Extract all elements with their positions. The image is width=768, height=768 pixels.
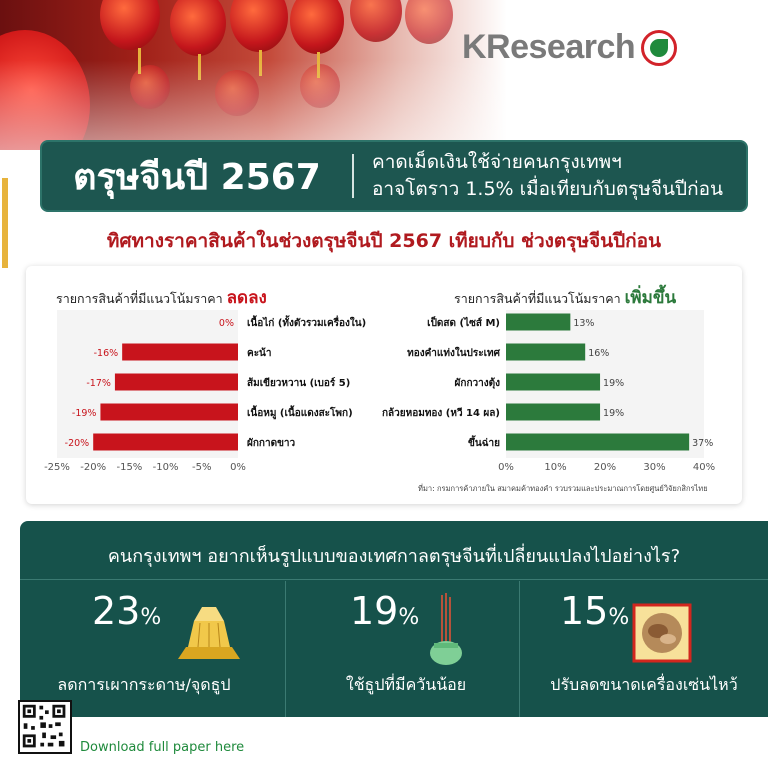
decrease-title-prefix: รายการสินค้าที่มีแนวโน้มราคา [56, 291, 223, 306]
stat-unit: % [608, 605, 630, 630]
category-label: เป็ดสด (ไซส์ M) [427, 315, 500, 329]
stat-number: 15 [560, 589, 609, 633]
bar [100, 403, 238, 421]
x-tick-label: 20% [594, 462, 616, 473]
offering-plate-icon [632, 603, 692, 663]
stat-number: 19 [350, 589, 399, 633]
subtitle-line-1: คาดเม็ดเงินใช้จ่ายคนกรุงเทพฯ [372, 151, 622, 173]
bar-value-label: -17% [86, 378, 111, 389]
x-tick-label: -15% [116, 462, 142, 473]
decrease-chart-title: รายการสินค้าที่มีแนวโน้มราคา ลดลง [56, 284, 267, 311]
category-label: ทองคำแท่งในประเทศ [407, 346, 501, 359]
stat-separator [285, 581, 286, 717]
bar [506, 373, 601, 391]
bar-value-label: 0% [219, 318, 234, 329]
stat-card: 15% ปรับลดขนาดเครื่องเซ่นไหว้ [520, 581, 768, 717]
bar-value-label: 19% [603, 378, 624, 389]
hero-image [0, 0, 768, 150]
bar [122, 343, 238, 361]
category-label: ส้มเขียวหวาน (เบอร์ 5) [247, 377, 350, 389]
stat-unit: % [398, 605, 420, 630]
category-label: เนื้อหมู (เนื้อแดงสะโพก) [247, 405, 353, 420]
lantern-tassel [2, 178, 8, 268]
x-tick-label: 10% [544, 462, 566, 473]
download-link[interactable]: Download full paper here [80, 740, 245, 755]
stat-value: 15% [560, 589, 629, 633]
subtitle-line-2: อาจโตราว 1.5% เมื่อเทียบกับตรุษจีนปีก่อน [372, 178, 724, 200]
logo-text: KResearch [462, 28, 636, 66]
bar [506, 403, 601, 421]
category-label: ผักกาดขาว [247, 437, 296, 449]
banner-subtitle: คาดเม็ดเงินใช้จ่ายคนกรุงเทพฯ อาจโตราว 1.… [354, 149, 723, 203]
x-tick-label: -20% [80, 462, 106, 473]
bar [93, 433, 238, 451]
survey-panel: คนกรุงเทพฯ อยากเห็นรูปแบบของเทศกาลตรุษจี… [20, 521, 768, 717]
section-headline: ทิศทางราคาสินค้าในช่วงตรุษจีนปี 2567 เที… [106, 230, 662, 252]
paper-offering-icon [178, 607, 240, 659]
banner-divider [352, 154, 354, 198]
category-label: กล้วยหอมทอง (หวี 14 ผล) [382, 407, 500, 419]
bar-value-label: 19% [603, 408, 624, 419]
stat-value: 23% [92, 589, 161, 633]
stat-unit: % [140, 605, 162, 630]
stat-label: ปรับลดขนาดเครื่องเซ่นไหว้ [550, 675, 738, 694]
stat-number: 23 [92, 589, 141, 633]
increase-title-prefix: รายการสินค้าที่มีแนวโน้มราคา [454, 291, 621, 306]
x-tick-label: 30% [643, 462, 665, 473]
category-label: เนื้อไก่ (ทั้งตัวรวมเครื่องใน) [247, 315, 366, 329]
price-chart-card: รายการสินค้าที่มีแนวโน้มราคา ลดลง รายการ… [26, 266, 742, 504]
source-note: ที่มา: กรมการค้าภายใน สมาคมค้าทองคำ รวบร… [418, 484, 708, 493]
category-label: คะน้า [247, 347, 272, 359]
bar-value-label: -16% [94, 348, 119, 359]
bar [506, 433, 690, 451]
kresearch-logo: KResearch [462, 28, 678, 67]
bar-value-label: 13% [573, 318, 594, 329]
qr-code-icon[interactable] [18, 700, 72, 754]
x-tick-label: 0% [498, 462, 514, 473]
x-tick-label: -25% [44, 462, 70, 473]
stat-value: 19% [350, 589, 419, 633]
page-title: ตรุษจีนปี 2567 [73, 156, 321, 198]
bar [506, 313, 571, 331]
x-tick-label: -5% [192, 462, 211, 473]
bar-value-label: 37% [692, 438, 713, 449]
decrease-title-highlight: ลดลง [226, 288, 267, 308]
panel-divider [20, 579, 768, 580]
stat-card: 23% ลดการเผากระดาษ/จุดธูป [20, 581, 268, 717]
increase-title-highlight: เพิ่มขึ้น [624, 288, 677, 308]
stat-label: ใช้ธูปที่มีควันน้อย [345, 675, 467, 694]
bar-value-label: 16% [588, 348, 609, 359]
incense-icon [430, 593, 462, 665]
stat-label: ลดการเผากระดาษ/จุดธูป [57, 675, 231, 694]
stat-separator [519, 581, 520, 717]
stat-card: 19% ใช้ธูปที่มีควันน้อย [282, 581, 530, 717]
x-tick-label: -10% [153, 462, 179, 473]
survey-question: คนกรุงเทพฯ อยากเห็นรูปแบบของเทศกาลตรุษจี… [107, 546, 681, 567]
bar-value-label: -20% [65, 438, 90, 449]
bar-value-label: -19% [72, 408, 97, 419]
bar [506, 343, 586, 361]
x-tick-label: 0% [230, 462, 246, 473]
category-label: ผักกวางตุ้ง [455, 377, 501, 389]
title-banner: ตรุษจีนปี 2567 คาดเม็ดเงินใช้จ่ายคนกรุงเ… [40, 140, 748, 212]
kasikorn-leaf-icon [641, 29, 678, 66]
bar-charts: 0% เนื้อไก่ (ทั้งตัวรวมเครื่องใน) -16% คะน้… [44, 310, 715, 473]
x-tick-label: 40% [693, 462, 715, 473]
category-label: ขึ้นฉ่าย [468, 435, 500, 449]
hero-fade [0, 0, 768, 150]
increase-chart-title: รายการสินค้าที่มีแนวโน้มราคา เพิ่มขึ้น [454, 284, 676, 311]
bar [114, 373, 238, 391]
